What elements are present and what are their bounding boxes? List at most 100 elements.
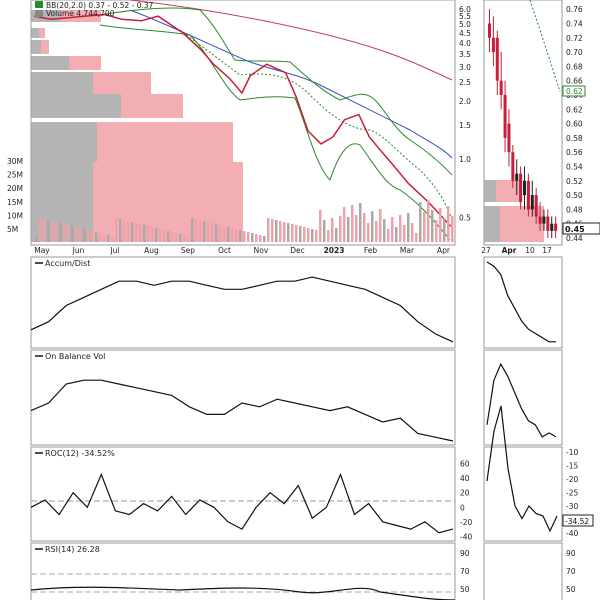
bollinger-lower-band: [99, 24, 451, 241]
volume-bar: [147, 226, 150, 242]
volume-bar: [327, 230, 330, 242]
volume-bar: [347, 217, 350, 242]
roc-y-tick: 40: [460, 474, 470, 483]
inset-candle-body: [554, 223, 558, 231]
volume-bar: [355, 215, 358, 242]
price-y-tick: 4.0: [459, 39, 471, 48]
volume-bar: [411, 223, 414, 242]
volume-bar: [323, 220, 326, 242]
volume-bar: [383, 219, 386, 242]
roc-inset-y-tick: -15: [566, 462, 578, 471]
volume-bar: [303, 227, 306, 242]
price-y-tick: 2.5: [459, 78, 471, 87]
volume-bar: [435, 220, 438, 242]
price-y-tick: 5.5: [459, 12, 471, 21]
volume-bar: [395, 227, 398, 242]
ma-50-line: [129, 9, 453, 159]
volume-bar: [103, 234, 106, 242]
volume-bar: [171, 232, 174, 242]
volume-bar: [271, 219, 274, 242]
price-x-tick: Aug: [144, 246, 159, 255]
inset-y-tick: 0.52: [566, 177, 583, 186]
volume-bar: [259, 235, 262, 242]
price-y-tick: 0.5: [459, 213, 471, 222]
price-y-tick: 3.0: [459, 63, 471, 72]
volume-bar: [199, 220, 202, 242]
volume-bar: [243, 231, 246, 242]
main-roc-panel: [30, 446, 456, 542]
roc-y-tick: 60: [460, 460, 470, 469]
volume-bar: [219, 225, 222, 242]
price-y-tick: 1.0: [459, 155, 471, 164]
volume-y-tick: 15M: [7, 198, 23, 207]
last-price-label: 0.45: [565, 225, 585, 234]
volume-bar: [319, 210, 322, 242]
inset-x-tick: 27: [481, 246, 491, 255]
volume-y-tick: 25M: [7, 171, 23, 180]
ma-price-tag: [562, 85, 586, 97]
roc-last-label: -34.52: [565, 517, 589, 526]
volume-bar: [215, 224, 218, 242]
volume-bar: [399, 215, 402, 242]
rsi-inset-y-tick: 70: [566, 567, 576, 576]
volume-bar: [275, 220, 278, 242]
volume-bar: [291, 224, 294, 242]
roc-y-tick: -20: [460, 518, 472, 527]
volume-bar: [263, 236, 266, 242]
volume-bar: [427, 200, 430, 242]
price-y-tick: 6.0: [459, 5, 471, 14]
rsi-y-tick: 90: [460, 549, 470, 558]
volume-bar: [299, 226, 302, 242]
inset-rsi-panel: [483, 542, 563, 600]
volume-bar: [95, 232, 98, 242]
volume-bar: [79, 228, 82, 242]
price-x-tick: Mar: [400, 246, 415, 255]
volume-bar: [195, 219, 198, 242]
volume-bar: [311, 229, 314, 242]
ma-20-dotted-line: [179, 29, 453, 221]
inset-candles: [488, 9, 558, 238]
inset-ma-dotted-line: [529, 0, 561, 93]
inset-candle-body: [507, 123, 511, 153]
volume-bar: [91, 231, 94, 242]
inset-candle-body: [546, 216, 550, 231]
volume-bar: [131, 222, 134, 242]
volume-bar: [55, 222, 58, 242]
main-obv-panel: [30, 349, 456, 446]
inset-x-tick: 10: [525, 246, 535, 255]
ad-title: Accum/Dist: [35, 259, 90, 268]
roc-last-tag: [562, 514, 594, 527]
price-x-tick: May: [34, 246, 50, 255]
accum-dist-inset-line: [486, 261, 556, 343]
volume-bar: [39, 218, 42, 242]
volume-bar: [143, 225, 146, 242]
volume-bar: [175, 233, 178, 242]
price-y-tick: 4.5: [459, 29, 471, 38]
volume-bar: [255, 234, 258, 242]
roc-inset-y-tick: -25: [566, 489, 578, 498]
rsi-inset-y-tick: 90: [566, 549, 576, 558]
price-x-tick: Jul: [109, 246, 119, 255]
volume-bar: [447, 206, 450, 242]
price-y-tick: 3.5: [459, 50, 471, 59]
inset-y-tick: 0.60: [566, 120, 583, 129]
volume-bar: [343, 207, 346, 242]
volume-bar: [207, 222, 210, 242]
price-x-tick: 2023: [324, 246, 345, 255]
volume-bar: [363, 213, 366, 242]
header-legend: BB(20,2.0) 0.37 - 0.52 - 0.37 Volume 4,7…: [35, 1, 154, 18]
volume-bar: [107, 235, 110, 242]
inset-candle-body: [534, 195, 538, 217]
inset-y-tick: 0.50: [566, 191, 583, 200]
price-x-tick: Dec: [290, 246, 305, 255]
inset-x-tick: 17: [542, 246, 552, 255]
volume-bar: [123, 220, 126, 242]
inset-candle-body: [511, 152, 515, 181]
inset-candle-body: [503, 94, 507, 138]
svg-text:On Balance Vol: On Balance Vol: [45, 352, 105, 361]
inset-y-tick: 0.44: [566, 234, 583, 243]
volume-bar: [295, 225, 298, 242]
price-x-tick: Apr: [437, 246, 451, 255]
roc-title: ROC(12) -34.52%: [35, 449, 115, 458]
roc-y-tick: -40: [460, 532, 472, 541]
